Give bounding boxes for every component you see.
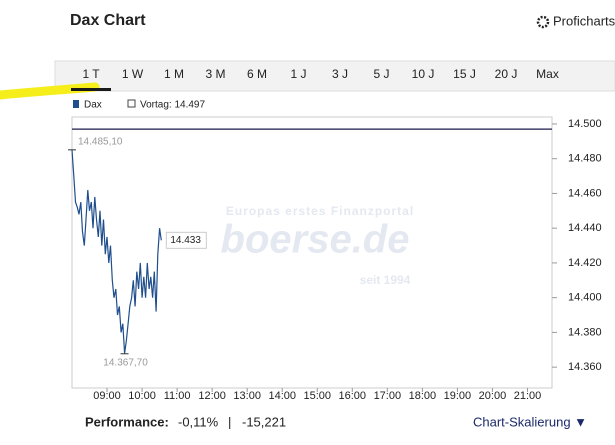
- tab[interactable]: 10 J: [412, 67, 435, 81]
- tab[interactable]: 1 T: [82, 67, 100, 81]
- legend-label: Vortag: 14.497: [140, 100, 205, 111]
- y-tick-label: 14.420: [568, 257, 602, 269]
- x-tick-label: 17:00: [374, 390, 402, 402]
- tab[interactable]: 20 J: [495, 67, 518, 81]
- legend-swatch: [127, 99, 136, 108]
- tab[interactable]: 1 W: [122, 67, 144, 81]
- tab[interactable]: 3 J: [332, 67, 348, 81]
- y-tick-label: 14.460: [568, 187, 602, 199]
- tab[interactable]: Max: [536, 67, 559, 81]
- x-tick-label: 16:00: [339, 390, 367, 402]
- x-tick-label: 11:00: [164, 390, 191, 402]
- tab[interactable]: 3 M: [205, 67, 225, 81]
- proficharts-link[interactable]: Proficharts: [536, 13, 615, 29]
- separator: |: [228, 414, 231, 429]
- plot-area: [71, 116, 553, 389]
- y-tick-label: 14.380: [568, 326, 602, 338]
- performance-label: Performance:: [85, 414, 169, 429]
- x-tick-label: 18:00: [409, 390, 437, 402]
- scaling-button[interactable]: Chart-Skalierung ▼: [473, 414, 587, 429]
- x-tick-label: 14:00: [268, 390, 296, 402]
- tab[interactable]: 1 J: [290, 67, 306, 81]
- x-tick-label: 13:00: [233, 390, 261, 402]
- legend-swatch: [73, 100, 79, 108]
- performance-points: -15,221: [242, 414, 286, 429]
- x-tick-label: 09:00: [93, 390, 121, 402]
- y-tick-label: 14.400: [568, 292, 602, 304]
- x-tick-label: 15:00: [303, 390, 331, 402]
- y-tick-label: 14.480: [568, 153, 602, 165]
- y-tick-label: 14.360: [568, 361, 602, 373]
- tab[interactable]: 5 J: [373, 67, 389, 81]
- last-value-box: [165, 231, 207, 249]
- tab-active-underline: [71, 88, 111, 91]
- gear-icon: [536, 15, 550, 29]
- highlight: [0, 82, 100, 100]
- price-line: [71, 149, 162, 354]
- watermark: boerse.de: [221, 218, 410, 262]
- x-tick-label: 21:00: [514, 390, 542, 402]
- legend-label: Dax: [84, 100, 102, 111]
- tab-bar: [54, 60, 615, 92]
- title: Dax Chart: [70, 12, 146, 29]
- performance-percent: -0,11%: [178, 414, 219, 429]
- watermark: Europas erstes Finanzportal: [226, 204, 414, 218]
- x-tick-label: 10:00: [128, 390, 156, 402]
- watermark: seit 1994: [360, 273, 411, 287]
- x-tick-label: 19:00: [444, 390, 472, 402]
- y-tick-label: 14.500: [568, 118, 602, 130]
- extreme-label: 14.367,70: [103, 357, 148, 368]
- tab[interactable]: 15 J: [453, 67, 476, 81]
- tab[interactable]: 6 M: [247, 67, 267, 81]
- x-tick-label: 12:00: [198, 390, 226, 402]
- link-text[interactable]: Proficharts: [553, 13, 615, 28]
- x-tick-label: 20:00: [479, 390, 507, 402]
- extreme-label: 14.485,10: [78, 136, 123, 147]
- tab[interactable]: 1 M: [164, 67, 184, 81]
- y-tick-label: 14.440: [568, 222, 602, 234]
- last-value-label: 14.433: [170, 235, 201, 246]
